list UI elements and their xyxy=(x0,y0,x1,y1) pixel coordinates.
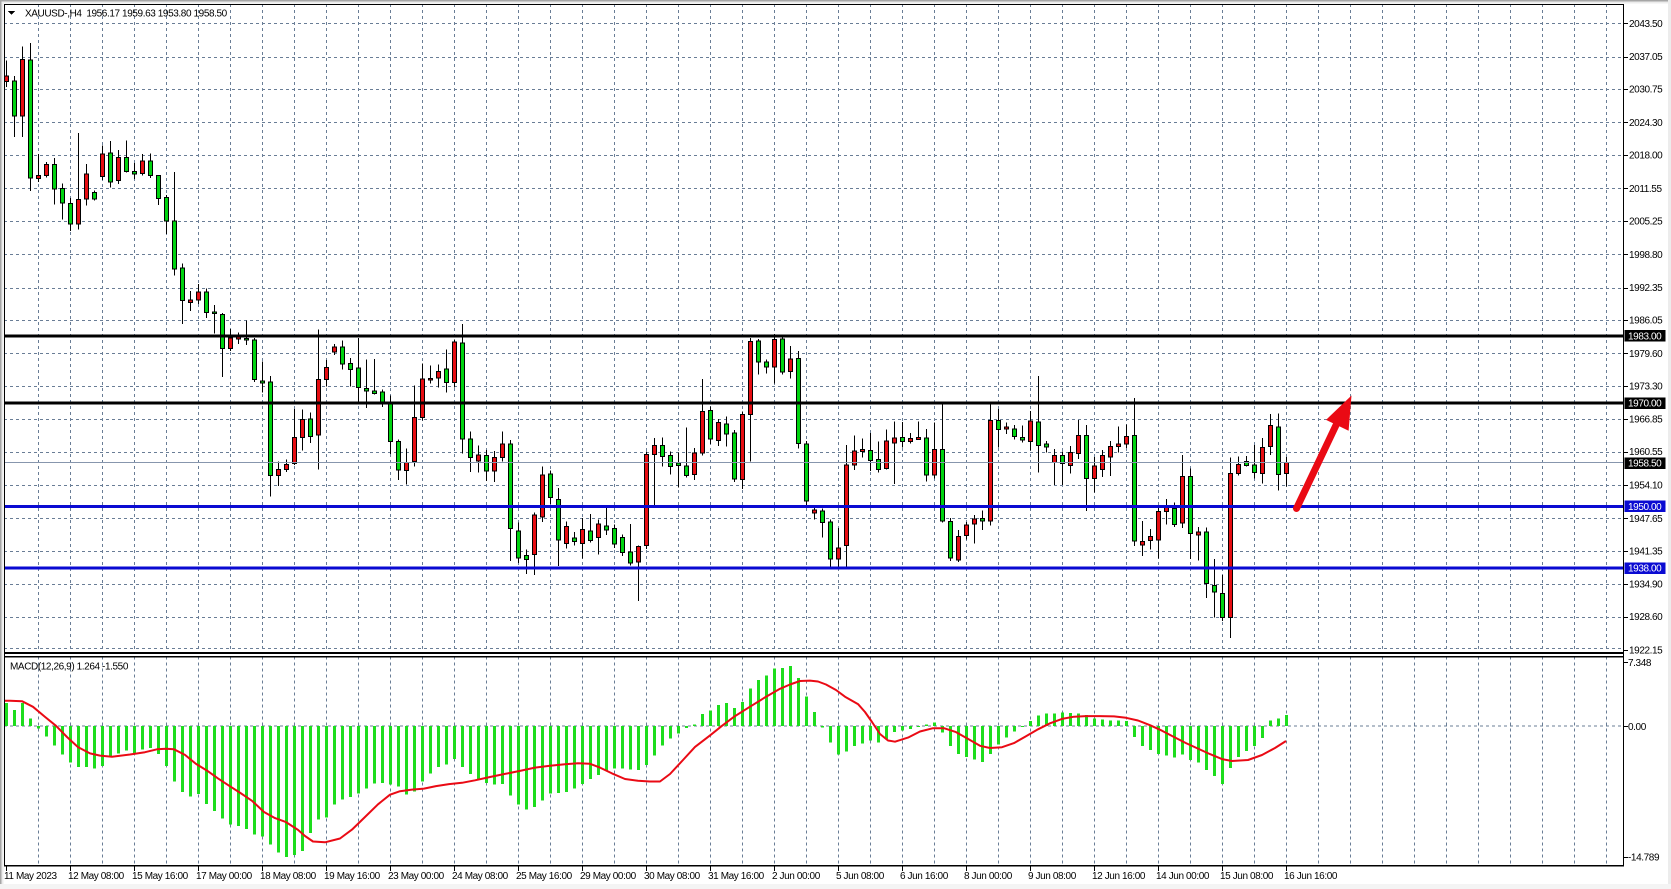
svg-text:14 Jun 00:00: 14 Jun 00:00 xyxy=(1156,871,1210,882)
svg-text:1922.15: 1922.15 xyxy=(1629,646,1663,657)
svg-text:19 May 16:00: 19 May 16:00 xyxy=(324,871,381,882)
svg-text:2011.55: 2011.55 xyxy=(1629,184,1662,195)
svg-text:7.348: 7.348 xyxy=(1628,658,1652,669)
svg-text:1960.55: 1960.55 xyxy=(1629,447,1663,458)
svg-text:2 Jun 00:00: 2 Jun 00:00 xyxy=(772,871,821,882)
svg-text:-14.789: -14.789 xyxy=(1628,853,1660,864)
svg-text:1941.35: 1941.35 xyxy=(1629,546,1663,557)
svg-text:18 May 08:00: 18 May 08:00 xyxy=(260,871,317,882)
svg-text:23 May 00:00: 23 May 00:00 xyxy=(388,871,445,882)
svg-text:1958.50: 1958.50 xyxy=(1628,459,1662,470)
svg-text:1928.60: 1928.60 xyxy=(1629,612,1663,623)
svg-text:0.00: 0.00 xyxy=(1628,722,1647,733)
svg-text:1938.00: 1938.00 xyxy=(1628,564,1662,575)
svg-text:MACD(12,26,9) 1.264 -1.550: MACD(12,26,9) 1.264 -1.550 xyxy=(10,662,129,673)
svg-text:1979.60: 1979.60 xyxy=(1629,349,1663,360)
svg-text:29 May 00:00: 29 May 00:00 xyxy=(580,871,637,882)
svg-text:15 Jun 08:00: 15 Jun 08:00 xyxy=(1220,871,1274,882)
svg-text:17 May 00:00: 17 May 00:00 xyxy=(196,871,253,882)
svg-text:1947.65: 1947.65 xyxy=(1629,514,1663,525)
svg-text:2005.25: 2005.25 xyxy=(1629,217,1663,228)
svg-text:12 Jun 16:00: 12 Jun 16:00 xyxy=(1092,871,1146,882)
svg-text:1983.00: 1983.00 xyxy=(1628,331,1662,342)
svg-text:12 May 08:00: 12 May 08:00 xyxy=(68,871,125,882)
svg-text:8 Jun 00:00: 8 Jun 00:00 xyxy=(964,871,1013,882)
svg-text:16 Jun 16:00: 16 Jun 16:00 xyxy=(1284,871,1338,882)
svg-text:2018.00: 2018.00 xyxy=(1629,151,1663,162)
svg-text:2024.30: 2024.30 xyxy=(1629,118,1663,129)
svg-text:1992.35: 1992.35 xyxy=(1629,283,1663,294)
svg-text:2030.75: 2030.75 xyxy=(1629,85,1663,96)
svg-text:1934.90: 1934.90 xyxy=(1629,580,1663,591)
svg-text:1998.80: 1998.80 xyxy=(1629,250,1663,261)
svg-text:1986.05: 1986.05 xyxy=(1629,316,1663,327)
svg-text:30 May 08:00: 30 May 08:00 xyxy=(644,871,701,882)
svg-text:XAUUSD-,H4 1956.17 1959.63 19: XAUUSD-,H4 1956.17 1959.63 1953.80 1958.… xyxy=(25,9,228,20)
svg-text:15 May 16:00: 15 May 16:00 xyxy=(132,871,189,882)
svg-text:5 Jun 08:00: 5 Jun 08:00 xyxy=(836,871,885,882)
svg-text:2037.05: 2037.05 xyxy=(1629,52,1663,63)
svg-text:11 May 2023: 11 May 2023 xyxy=(4,871,58,882)
svg-text:1973.30: 1973.30 xyxy=(1629,381,1663,392)
svg-text:24 May 08:00: 24 May 08:00 xyxy=(452,871,509,882)
svg-text:1954.10: 1954.10 xyxy=(1629,481,1663,492)
svg-text:1950.00: 1950.00 xyxy=(1628,502,1662,513)
svg-text:1970.00: 1970.00 xyxy=(1628,399,1662,410)
svg-text:25 May 16:00: 25 May 16:00 xyxy=(516,871,573,882)
svg-text:6 Jun 16:00: 6 Jun 16:00 xyxy=(900,871,949,882)
svg-text:2043.50: 2043.50 xyxy=(1629,19,1663,30)
svg-text:31 May 16:00: 31 May 16:00 xyxy=(708,871,765,882)
svg-text:1966.85: 1966.85 xyxy=(1629,415,1663,426)
svg-text:9 Jun 08:00: 9 Jun 08:00 xyxy=(1028,871,1077,882)
